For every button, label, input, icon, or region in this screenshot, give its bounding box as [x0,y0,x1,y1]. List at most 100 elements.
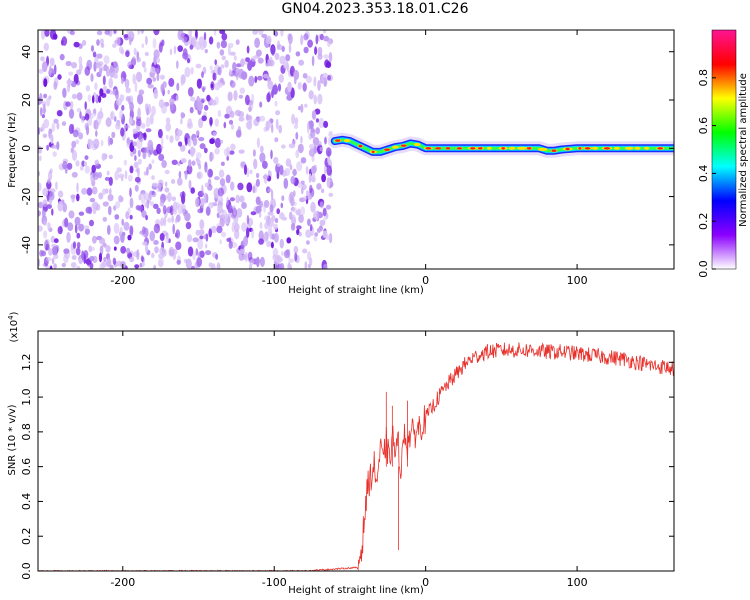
noise-speckle [38,155,42,162]
noise-speckle [48,170,53,181]
noise-speckle [159,74,165,80]
noise-speckle [241,253,248,260]
noise-speckle [205,233,209,242]
noise-speckle [295,149,300,159]
noise-speckle [108,77,113,89]
noise-speckle [246,227,250,239]
noise-speckle [232,205,236,216]
x-tick-label: 0 [422,576,429,589]
noise-speckle [57,190,64,198]
noise-speckle [214,176,220,181]
noise-speckle [124,170,128,180]
noise-speckle [145,35,148,46]
noise-speckle [203,192,208,204]
noise-speckle [69,30,75,36]
noise-speckle [71,61,77,69]
noise-speckle [76,69,82,75]
noise-speckle [43,78,48,88]
noise-speckle [48,248,53,256]
noise-speckle [68,210,75,219]
noise-speckle [224,59,229,68]
noise-speckle [319,201,324,209]
noise-speckle [230,143,236,151]
noise-speckle [51,144,57,149]
noise-speckle [76,193,80,202]
noise-speckle [247,251,253,261]
noise-speckle [296,161,303,172]
noise-speckle [190,96,196,102]
noise-speckle [156,182,162,193]
noise-speckle [138,89,145,95]
noise-speckle [181,36,188,43]
colorbar-tick-label: 0.8 [697,69,710,87]
noise-speckle [133,47,137,56]
noise-speckle [46,204,52,209]
noise-speckle [142,151,147,160]
noise-speckle [219,178,226,187]
noise-speckle [81,39,87,46]
noise-speckle [279,238,284,249]
noise-speckle [302,82,307,92]
noise-speckle [145,128,152,133]
noise-speckle [300,180,305,185]
noise-speckle [258,212,262,218]
noise-speckle [120,48,125,55]
signal-hotspot [516,146,528,150]
noise-speckle [93,138,100,149]
noise-speckle [274,217,279,224]
noise-speckle [228,68,232,76]
noise-speckle [325,204,332,210]
noise-speckle [204,104,209,111]
noise-speckle [325,147,332,157]
noise-speckle [204,182,209,188]
noise-speckle [38,201,43,209]
noise-speckle [219,77,224,84]
signal-peak [603,147,611,150]
noise-speckle [321,188,325,194]
noise-speckle [240,71,248,80]
noise-speckle [196,130,200,136]
noise-speckle [71,140,77,148]
noise-speckle [257,57,264,64]
noise-speckle [114,214,120,220]
noise-speckle [119,226,123,235]
signal-peak [371,150,375,154]
noise-speckle [151,190,155,195]
noise-speckle [227,215,231,224]
noise-speckle [240,58,245,68]
noise-speckle [167,89,170,95]
noise-speckle [315,118,319,123]
noise-speckle [100,43,105,48]
noise-speckle [63,248,70,254]
noise-speckle [153,88,159,100]
noise-speckle [149,201,155,207]
noise-speckle [246,45,250,54]
noise-speckle [153,55,157,66]
noise-speckle [151,175,155,181]
noise-speckle [181,193,186,205]
noise-speckle [91,45,94,52]
noise-speckle [64,217,69,228]
noise-speckle [87,94,92,102]
noise-speckle [168,246,175,257]
noise-speckle [313,76,317,87]
noise-speckle [327,75,331,81]
signal-peak [551,149,557,152]
noise-speckle [72,241,77,249]
noise-speckle [217,66,222,76]
noise-speckle [180,158,187,164]
noise-speckle [219,49,225,56]
noise-speckle [249,169,253,174]
noise-speckle [145,116,151,128]
noise-speckle [137,205,144,212]
noise-speckle [291,113,296,125]
noise-speckle [188,30,193,37]
noise-speckle [136,57,141,63]
noise-speckle [139,262,143,268]
noise-speckle [46,195,50,202]
noise-speckle [108,176,113,186]
noise-speckle [146,107,150,116]
noise-speckle [285,54,291,62]
noise-speckle [217,187,224,197]
noise-speckle [276,163,281,167]
